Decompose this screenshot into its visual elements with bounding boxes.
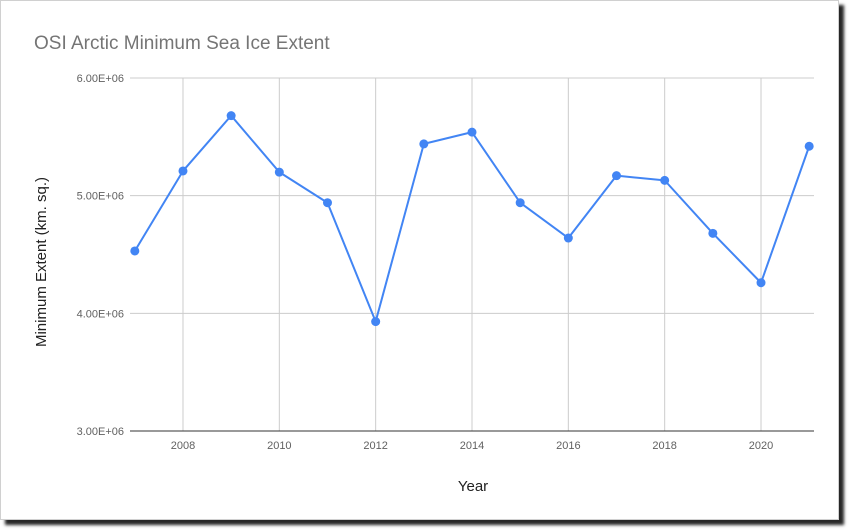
- x-tick-label: 2020: [749, 440, 773, 452]
- data-point: [226, 111, 236, 121]
- data-point: [322, 198, 332, 208]
- y-tick-label: 4.00E+06: [77, 308, 124, 320]
- x-tick-label: 2016: [556, 440, 580, 452]
- data-point: [274, 167, 284, 177]
- gridlines: [130, 77, 814, 432]
- x-axis-ticks: 2008 2010 2012 2014 2016 2018 2020: [171, 440, 774, 452]
- data-point: [563, 233, 573, 243]
- data-point: [419, 139, 429, 149]
- x-tick-label: 2012: [363, 440, 387, 452]
- data-point: [612, 171, 622, 181]
- data-point: [708, 228, 718, 238]
- x-axis-title: Year: [458, 478, 488, 495]
- y-tick-label: 3.00E+06: [77, 426, 124, 438]
- data-point: [515, 198, 525, 208]
- x-tick-label: 2014: [460, 440, 484, 452]
- data-point: [804, 141, 814, 151]
- data-point: [756, 278, 766, 288]
- series-area: [130, 111, 814, 327]
- data-point: [660, 175, 670, 185]
- x-tick-label: 2018: [652, 440, 676, 452]
- y-tick-label: 6.00E+06: [77, 73, 124, 85]
- x-tick-label: 2008: [171, 440, 195, 452]
- data-point: [130, 246, 140, 256]
- y-axis-title: Minimum Extent (km. sq.): [33, 177, 50, 347]
- chart-frame: OSI Arctic Minimum Sea Ice Extent 3.00E+…: [0, 0, 839, 520]
- data-point: [371, 317, 381, 327]
- x-tick-label: 2010: [267, 440, 291, 452]
- y-axis-ticks: 3.00E+06 4.00E+06 5.00E+06 6.00E+06: [77, 73, 124, 438]
- line-chart: OSI Arctic Minimum Sea Ice Extent 3.00E+…: [33, 33, 814, 495]
- chart-title: OSI Arctic Minimum Sea Ice Extent: [34, 33, 330, 54]
- data-point: [467, 127, 477, 137]
- data-point: [178, 166, 188, 176]
- y-tick-label: 5.00E+06: [77, 191, 124, 203]
